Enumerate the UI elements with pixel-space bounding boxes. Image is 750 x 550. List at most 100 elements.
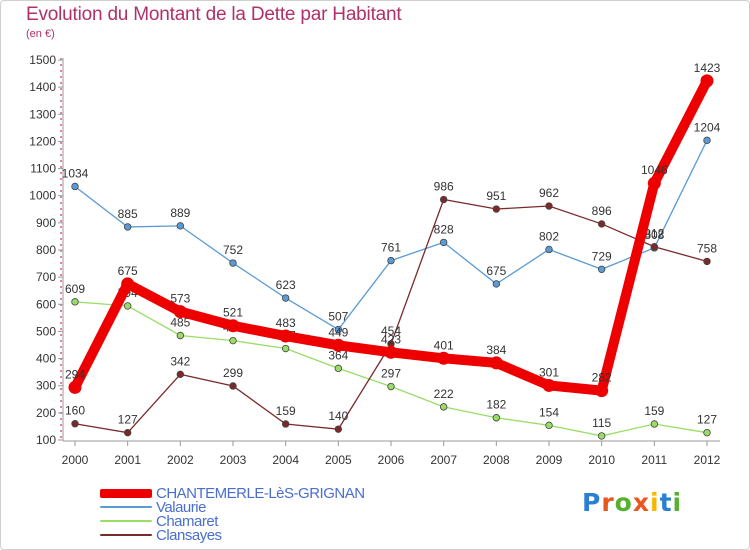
logo-letter: i <box>650 488 660 517</box>
data-label: 812 <box>644 227 664 241</box>
data-label: 294 <box>65 367 85 381</box>
data-point <box>71 420 79 428</box>
legend-item-chantemerle-l-s-grignan: CHANTEMERLE-LèS-GRIGNAN <box>100 484 365 502</box>
chart-legend: CHANTEMERLE-LèS-GRIGNAN Valaurie Chamaret C… <box>100 484 365 544</box>
data-label: 962 <box>539 186 559 200</box>
data-label: 401 <box>434 338 454 352</box>
data-label: 675 <box>486 264 506 278</box>
data-point <box>700 74 714 88</box>
y-tick-label: 400 <box>36 352 56 366</box>
data-point <box>650 243 659 251</box>
logo-letter: r <box>601 488 615 517</box>
legend-label: Valaurie <box>156 498 206 516</box>
data-point <box>331 338 345 352</box>
data-label: 889 <box>170 206 190 220</box>
data-label: 808 <box>644 228 664 242</box>
logo-letter: P <box>582 488 602 517</box>
legend-item-clansayes: Clansayes <box>100 526 365 544</box>
legend-label: CHANTEMERLE-LèS-GRIGNAN <box>156 484 365 502</box>
y-tick-label: 800 <box>36 243 56 257</box>
y-tick-label: 1200 <box>29 134 56 148</box>
y-tick-label: 1500 <box>29 53 56 67</box>
legend-label: Chamaret <box>156 512 218 530</box>
y-tick-label: 700 <box>36 270 56 284</box>
data-label: 1423 <box>694 61 721 75</box>
x-tick-label: 2004 <box>272 453 299 467</box>
data-label: 573 <box>170 292 190 306</box>
data-label: 507 <box>328 310 348 324</box>
data-point <box>71 182 79 191</box>
data-label: 222 <box>434 387 454 401</box>
data-label: 159 <box>644 404 664 418</box>
logo-letter: t <box>659 488 673 517</box>
chart-title: Evolution du Montant de la Dette par Hab… <box>26 4 402 25</box>
data-label: 986 <box>434 180 454 194</box>
data-label: 729 <box>592 249 612 263</box>
data-label: 752 <box>223 243 243 257</box>
x-tick-label: 2009 <box>536 453 563 467</box>
legend-swatch <box>100 488 152 498</box>
data-label: 115 <box>592 416 611 430</box>
legend-swatch <box>100 506 152 508</box>
x-tick-label: 2007 <box>430 453 457 467</box>
y-tick-label: 200 <box>36 406 56 420</box>
data-label: 160 <box>65 404 85 418</box>
x-tick-label: 2005 <box>325 453 352 467</box>
data-point <box>281 294 290 302</box>
data-point <box>334 364 343 373</box>
data-point <box>281 420 290 428</box>
data-label: 297 <box>381 367 401 381</box>
x-tick-label: 2003 <box>220 453 247 467</box>
legend-item-chamaret: Chamaret <box>100 512 365 530</box>
y-tick-label: 300 <box>36 379 56 393</box>
data-point <box>439 238 448 247</box>
x-tick-label: 2006 <box>378 453 405 467</box>
data-label: 140 <box>328 409 348 423</box>
data-point <box>650 420 659 428</box>
data-label: 154 <box>539 405 559 419</box>
logo-letter: o <box>614 488 633 517</box>
data-point <box>437 351 451 365</box>
legend-item-valaurie: Valaurie <box>100 498 365 516</box>
data-point <box>647 176 661 190</box>
series-valaurie: 1034 885 889 752 623 507 761 828 675 802 729 808 120… <box>62 120 721 334</box>
data-point <box>597 220 606 228</box>
data-point <box>597 432 606 440</box>
legend-label: Clansayes <box>156 526 222 544</box>
data-label: 483 <box>276 316 296 330</box>
proxiti-logo: Proxiti <box>582 488 682 517</box>
data-point <box>281 344 290 353</box>
data-point <box>176 331 185 340</box>
data-label: 623 <box>276 278 296 292</box>
series-chantemerle-l-s-grignan: 294 675 573 521 483 449 423 401 384 301 282 1046 142… <box>65 61 721 398</box>
data-point <box>703 257 711 266</box>
data-point <box>545 245 553 254</box>
data-label: 127 <box>118 413 138 427</box>
data-point <box>176 370 185 379</box>
data-point <box>121 277 135 291</box>
data-label: 885 <box>118 207 138 221</box>
data-point <box>703 136 711 145</box>
data-label: 282 <box>592 371 612 385</box>
data-label: 1204 <box>694 120 721 134</box>
data-point <box>597 265 606 273</box>
data-point <box>595 384 609 398</box>
data-label: 159 <box>276 404 296 418</box>
data-label: 485 <box>170 316 190 330</box>
data-label: 454 <box>381 324 401 338</box>
data-label: 675 <box>118 264 138 278</box>
data-point <box>492 414 501 422</box>
x-tick-label: 2010 <box>588 453 615 467</box>
y-tick-label: 100 <box>36 433 56 447</box>
data-label: 951 <box>486 189 506 203</box>
data-label: 301 <box>539 365 559 379</box>
legend-swatch <box>100 534 152 536</box>
data-point <box>123 302 132 310</box>
x-tick-label: 2002 <box>167 453 194 467</box>
data-point <box>334 425 343 433</box>
data-point <box>229 382 237 390</box>
data-label: 423 <box>381 332 401 346</box>
y-tick-label: 1100 <box>30 162 56 176</box>
data-point <box>489 356 503 370</box>
